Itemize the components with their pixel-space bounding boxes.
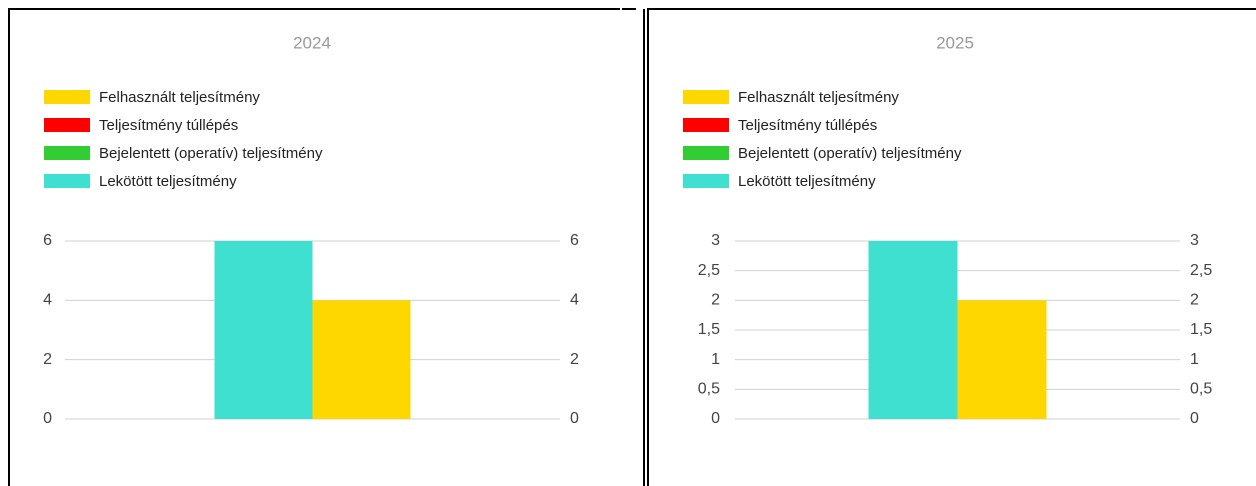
- legend-swatch: [44, 118, 90, 132]
- y-tick-label: 4: [43, 292, 52, 309]
- y-tick-label: 1,5: [698, 321, 720, 338]
- panel-borders: [8, 8, 1256, 486]
- y2-tick-label: 2: [1190, 292, 1199, 309]
- legend-label: Bejelentett (operatív) teljesítmény: [738, 145, 962, 162]
- legend-label: Felhasznált teljesítmény: [99, 89, 260, 106]
- y2-tick-label: 2: [570, 351, 579, 368]
- legend-label: Teljesítmény túllépés: [738, 117, 877, 134]
- y2-tick-label: 4: [570, 292, 579, 309]
- legend-label: Bejelentett (operatív) teljesítmény: [99, 145, 323, 162]
- panel-border: [8, 8, 620, 486]
- y-tick-label: 0: [43, 410, 52, 427]
- legend-swatch: [683, 90, 729, 104]
- legend-swatch: [44, 174, 90, 188]
- y2-tick-label: 0: [1190, 410, 1199, 427]
- legend-swatch: [44, 146, 90, 160]
- bar: [868, 241, 958, 419]
- y2-tick-label: 2,5: [1190, 262, 1212, 279]
- y-tick-label: 0,5: [698, 381, 720, 398]
- legend-swatch: [683, 118, 729, 132]
- y2-tick-label: 3: [1190, 232, 1199, 249]
- legend-swatch: [683, 146, 729, 160]
- legend-label: Felhasznált teljesítmény: [738, 89, 899, 106]
- y-tick-label: 6: [43, 232, 52, 249]
- bar: [957, 300, 1047, 419]
- y2-tick-label: 0: [570, 410, 579, 427]
- chart-title: 2025: [936, 33, 974, 52]
- panel-border: [647, 8, 1256, 486]
- bar: [312, 300, 411, 419]
- chart-title: 2024: [293, 33, 331, 52]
- legend-label: Lekötött teljesítmény: [738, 173, 876, 190]
- y-tick-label: 1: [711, 351, 720, 368]
- y-tick-label: 3: [711, 232, 720, 249]
- y2-tick-label: 1: [1190, 351, 1199, 368]
- y2-tick-label: 6: [570, 232, 579, 249]
- y2-tick-label: 0,5: [1190, 381, 1212, 398]
- bar: [214, 241, 313, 419]
- y-tick-label: 2: [43, 351, 52, 368]
- legend-swatch: [44, 90, 90, 104]
- legend-label: Teljesítmény túllépés: [99, 117, 238, 134]
- y2-tick-label: 1,5: [1190, 321, 1212, 338]
- y-tick-label: 0: [711, 410, 720, 427]
- legend-label: Lekötött teljesítmény: [99, 173, 237, 190]
- y-tick-label: 2,5: [698, 262, 720, 279]
- legend-swatch: [683, 174, 729, 188]
- y-tick-label: 2: [711, 292, 720, 309]
